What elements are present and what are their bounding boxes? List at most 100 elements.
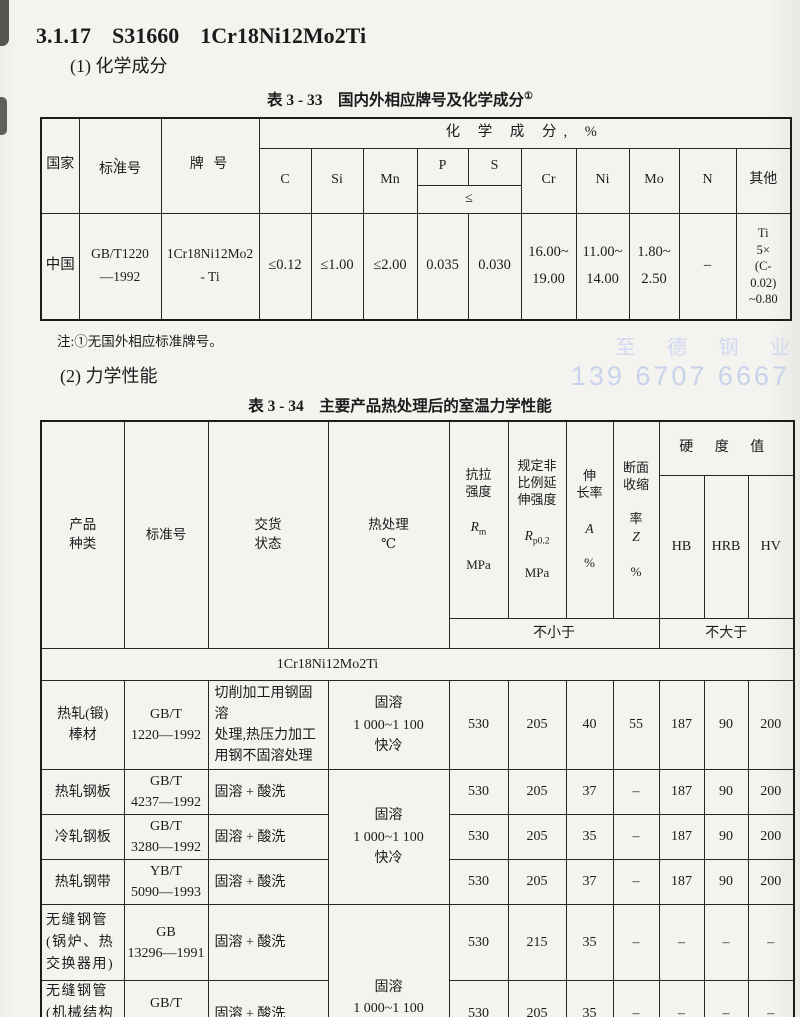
- page-title: 3.1.17 S31660 1Cr18Ni12Mo2Ti: [36, 23, 366, 49]
- table1-caption-text: 表 3 - 33 国内外相应牌号及化学成分: [266, 92, 525, 109]
- t2-header-delivery: 交货 状态: [207, 420, 329, 650]
- t2-cell-delivery: 固溶 + 酸洗: [207, 814, 329, 861]
- t1-cell-ni: 11.00~ 14.00: [575, 212, 630, 321]
- t1-cell-si: ≤1.00: [310, 212, 364, 321]
- t1-cell-n: –: [678, 212, 737, 321]
- t2-header-reduction-symbol: 率 Z: [629, 511, 643, 545]
- t1-header-mn: Mn: [362, 147, 418, 214]
- t2-cell-delivery: 切削加工用钢固溶 处理,热压力加工 用钢不固溶处理: [207, 680, 329, 771]
- t2-cell-rp: 205: [507, 980, 567, 1017]
- t1-header-other: 其他: [735, 147, 792, 214]
- t2-grade-band: 1Cr18Ni12Mo2Ti: [40, 648, 795, 682]
- t2-cell-hb: –: [658, 904, 705, 982]
- t2-cell-delivery: 固溶 + 酸洗: [207, 859, 329, 906]
- chemical-composition-table: 国家 、标准号 牌 号 化 学 成 分, % C Si Mn P S Cr Ni…: [40, 117, 793, 321]
- t2-header-product: 产品 种类: [40, 420, 125, 650]
- t2-cell-standard: GB/T 3280—1992: [123, 814, 209, 861]
- t1-header-standard: 、标准号: [78, 117, 162, 214]
- t2-cell-standard: YB/T 5090—1993: [123, 859, 209, 906]
- t2-cell-heat-treatment-tubes: 固溶 1 000~1 100 快冷: [327, 904, 450, 1017]
- t2-cell-z: –: [612, 859, 660, 906]
- watermark: 至 德 钢 业 139 6707 6667: [571, 336, 790, 392]
- t2-cell-hv: 200: [747, 680, 795, 771]
- t2-cell-rm: 530: [448, 680, 509, 771]
- t2-cell-rm: 530: [448, 980, 509, 1017]
- table1-footnote: 注:①无国外相应标准牌号。: [57, 334, 223, 349]
- t1-header-grade: 牌 号: [160, 117, 260, 214]
- t2-cell-z: –: [612, 904, 660, 982]
- t2-cell-z: –: [612, 980, 660, 1017]
- t2-cell-rp: 215: [507, 904, 567, 982]
- t1-header-country: 国家: [40, 117, 80, 214]
- t2-header-heat: 热处理 ℃: [327, 420, 450, 650]
- uns-code: S31660: [112, 22, 180, 48]
- t1-cell-mn: ≤2.00: [362, 212, 418, 321]
- t2-cell-product: 冷轧钢板: [40, 814, 125, 861]
- t2-cell-z: 55: [612, 680, 660, 771]
- t1-header-standard-label: 标准号: [99, 161, 141, 177]
- t2-header-rm-label: 抗拉 强度: [465, 466, 492, 499]
- t1-header-s: S: [467, 147, 522, 186]
- t2-cell-rm: 530: [448, 859, 509, 906]
- t1-cell-cr: 16.00~ 19.00: [520, 212, 577, 321]
- t2-cell-rm: 530: [448, 904, 509, 982]
- t1-cell-standard: GB/T1220 —1992: [78, 212, 162, 321]
- t2-header-reduction: 断面 收缩 率 Z %: [612, 420, 660, 620]
- t2-header-hrb: HRB: [703, 475, 749, 620]
- t2-cell-hv: 200: [747, 859, 795, 906]
- t2-cell-a: 35: [565, 814, 614, 861]
- t2-cell-heat-treatment-plates: 固溶 1 000~1 100 快冷: [327, 769, 450, 906]
- t2-cell-standard: GB/T 14975—1994: [123, 980, 209, 1017]
- mechanical-properties-table: 产品 种类 标准号 交货 状态 热处理 ℃ 抗拉 强度 Rm MPa 规定非 比…: [40, 420, 796, 1017]
- t1-cell-other: Ti 5× (C- 0.02) ~0.80: [735, 212, 792, 321]
- t1-data-row: 中国 GB/T1220 —1992 1Cr18Ni12Mo2 - Ti ≤0.1…: [40, 212, 792, 321]
- t2-header-reduction-unit: %: [630, 563, 642, 579]
- t2-cell-hrb: 90: [703, 814, 749, 861]
- t2-header-rp-symbol: Rp0.2: [524, 527, 550, 547]
- t2-cell-hrb: 90: [703, 769, 749, 816]
- t2-cell-hb: –: [658, 980, 705, 1017]
- t2-cell-hv: 200: [747, 814, 795, 861]
- t1-header-mo: Mo: [628, 147, 680, 214]
- t2-cell-rm: 530: [448, 769, 509, 816]
- scan-artifact-top-left: [0, 0, 9, 46]
- t2-header-rp-unit: MPa: [524, 565, 550, 581]
- t1-cell-country: 中国: [40, 212, 80, 321]
- t2-cell-hb: 187: [658, 769, 705, 816]
- t2-header-elongation: 伸 长率 A %: [565, 420, 614, 620]
- t2-cell-standard: GB/T 4237—1992: [123, 769, 209, 816]
- t1-cell-p: 0.035: [416, 212, 469, 321]
- t1-header-n: N: [678, 147, 737, 214]
- t1-header-ni: Ni: [575, 147, 630, 214]
- table1-caption-footnote-mark: ①: [524, 90, 533, 102]
- t2-cell-product: 热轧钢带: [40, 859, 125, 906]
- t2-row-tube-mechanical: 无缝钢管 (机械结构 用) GB/T 14975—1994 固溶 + 酸洗 53…: [40, 980, 795, 1017]
- scan-artifact-left-edge: [0, 97, 7, 135]
- t1-cell-c: ≤0.12: [258, 212, 312, 321]
- t2-cell-z: –: [612, 814, 660, 861]
- t2-cell-hb: 187: [658, 814, 705, 861]
- t1-header-c: C: [258, 147, 312, 214]
- t2-header-elongation-unit: %: [584, 555, 595, 571]
- t2-cell-hb: 187: [658, 859, 705, 906]
- t2-cell-hb: 187: [658, 680, 705, 771]
- t2-cell-a: 37: [565, 859, 614, 906]
- t2-header-hb: HB: [658, 475, 705, 620]
- t2-cell-rp: 205: [507, 859, 567, 906]
- table2-caption: 表 3 - 34 主要产品热处理后的室温力学性能: [248, 398, 552, 415]
- t2-cell-delivery: 固溶 + 酸洗: [207, 769, 329, 816]
- t2-header-hv: HV: [747, 475, 795, 620]
- t2-row-tube-boiler: 无缝钢管 (锅炉、热 交换器用) GB 13296—1991 固溶 + 酸洗 固…: [40, 904, 795, 1017]
- t2-cell-hrb: 90: [703, 680, 749, 771]
- t2-cell-hrb: 90: [703, 859, 749, 906]
- t2-row-hot-plate: 热轧钢板 GB/T 4237—1992 固溶 + 酸洗 固溶 1 000~1 1…: [40, 769, 795, 906]
- t2-cell-rm: 530: [448, 814, 509, 861]
- subsection-mechanical-heading: (2) 力学性能: [60, 366, 158, 386]
- t1-header-p: P: [416, 147, 469, 186]
- t2-cell-z: –: [612, 769, 660, 816]
- t2-cell-a: 35: [565, 904, 614, 982]
- t2-row-bar: 热轧(锻) 棒材 GB/T 1220—1992 切削加工用钢固溶 处理,热压力加…: [40, 680, 795, 771]
- t2-cell-rp: 205: [507, 680, 567, 771]
- t2-cell-delivery: 固溶 + 酸洗: [207, 980, 329, 1017]
